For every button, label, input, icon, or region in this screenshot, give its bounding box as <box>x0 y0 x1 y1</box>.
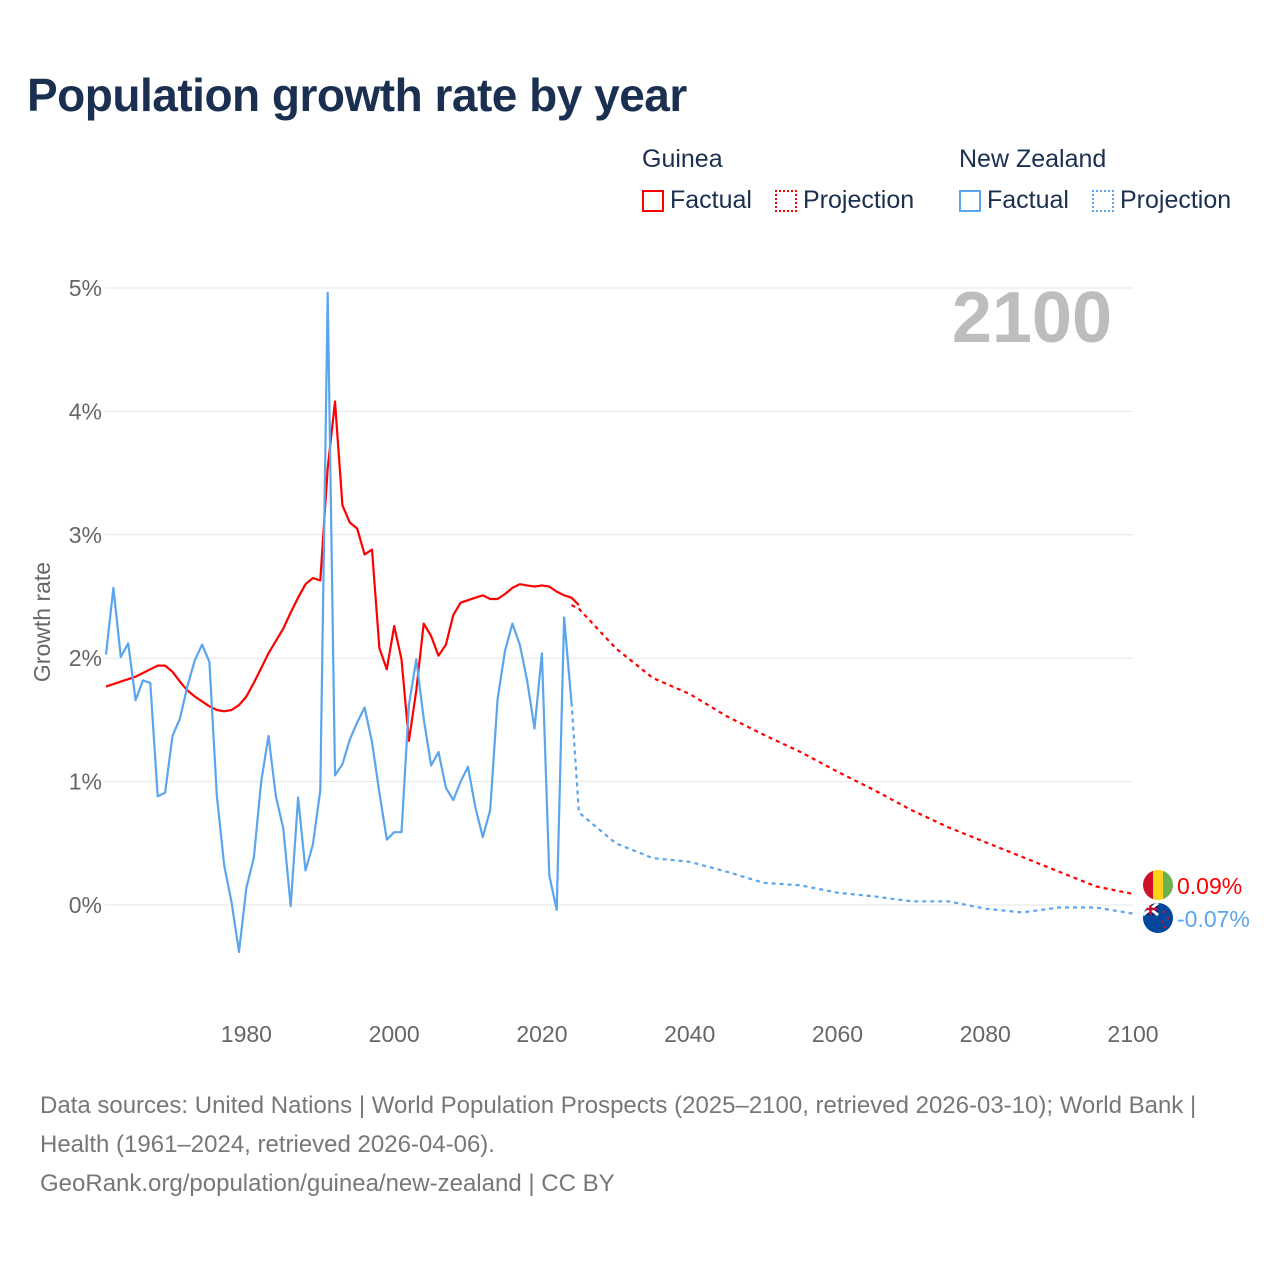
footer-link[interactable]: GeoRank.org/population/guinea/new-zealan… <box>40 1170 615 1197</box>
series-line-guinea-factual <box>105 400 580 742</box>
legend-swatch-solid-red <box>642 189 664 212</box>
y-tick-label: 1% <box>69 769 102 795</box>
flag-star <box>1163 925 1167 929</box>
chart-title: Population growth rate by year <box>27 69 687 121</box>
flag-stripe <box>1143 870 1153 900</box>
end-label-new-zealand: -0.07% <box>1177 906 1250 932</box>
series-line-guinea-projection <box>571 604 1134 895</box>
legend-swatch-dotted-blue <box>1092 189 1114 212</box>
chart-area: 0% 1% 2% 3% 4% 5% 1980 2000 2020 2040 2060 2080 2100… <box>29 275 1250 1047</box>
x-tick-label: 1980 <box>221 1021 272 1047</box>
series-line-new-zealand-factual <box>104 291 573 953</box>
year-watermark: 2100 <box>952 278 1112 358</box>
flag-stripe <box>1163 870 1173 900</box>
legend-guinea-projection[interactable]: Projection <box>775 186 914 215</box>
y-tick-label: 3% <box>69 522 102 548</box>
y-tick-label: 0% <box>69 892 102 918</box>
y-axis-label: Growth rate <box>29 562 55 682</box>
legend-guinea-factual[interactable]: Factual <box>642 186 752 215</box>
flag-star <box>1162 910 1166 914</box>
legend-nz-factual[interactable]: Factual <box>959 186 1069 215</box>
y-tick-label: 2% <box>69 645 102 671</box>
flag-star <box>1160 920 1164 924</box>
legend-label: Projection <box>803 186 915 214</box>
x-tick-label: 2100 <box>1107 1021 1158 1047</box>
legend-swatch-dotted-red <box>775 189 797 212</box>
legend-group-guinea: Guinea <box>642 145 723 173</box>
y-tick-label: 4% <box>69 398 102 424</box>
end-label-guinea: 0.09% <box>1177 873 1242 899</box>
x-tick-label: 2000 <box>369 1021 420 1047</box>
x-tick-label: 2060 <box>812 1021 863 1047</box>
x-tick-label: 2080 <box>960 1021 1011 1047</box>
y-tick-label: 5% <box>69 275 102 301</box>
x-tick-label: 2020 <box>516 1021 567 1047</box>
series-line-new-zealand-projection <box>570 702 1134 915</box>
legend-swatch-solid-blue <box>959 189 981 212</box>
guinea-flag-icon <box>1143 870 1173 900</box>
legend-nz-projection[interactable]: Projection <box>1092 186 1231 215</box>
legend-label: Projection <box>1120 186 1232 214</box>
legend-label: Factual <box>670 186 752 214</box>
flag-star <box>1166 916 1170 920</box>
flag-stripe <box>1153 870 1163 900</box>
footer-sources: Data sources: United Nations | World Pop… <box>40 1092 1197 1158</box>
legend-group-new-zealand: New Zealand <box>959 145 1107 173</box>
new-zealand-flag-icon <box>1143 903 1173 933</box>
x-tick-label: 2040 <box>664 1021 715 1047</box>
legend-label: Factual <box>987 186 1069 214</box>
